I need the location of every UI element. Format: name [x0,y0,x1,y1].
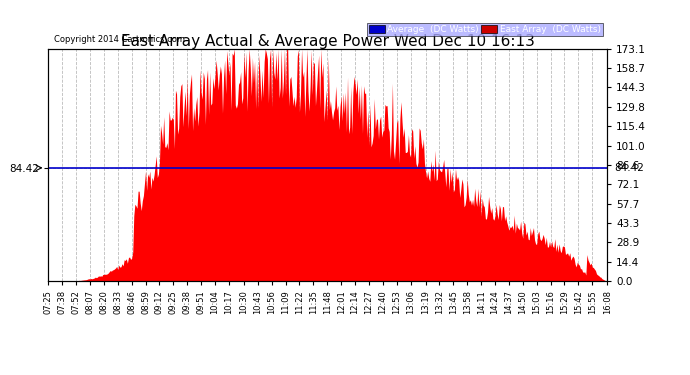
Title: East Array Actual & Average Power Wed Dec 10 16:13: East Array Actual & Average Power Wed De… [121,34,535,49]
Text: Copyright 2014 Cartronics.com: Copyright 2014 Cartronics.com [54,35,185,44]
Text: 84.42: 84.42 [614,163,644,173]
Legend: Average  (DC Watts), East Array  (DC Watts): Average (DC Watts), East Array (DC Watts… [366,23,602,36]
